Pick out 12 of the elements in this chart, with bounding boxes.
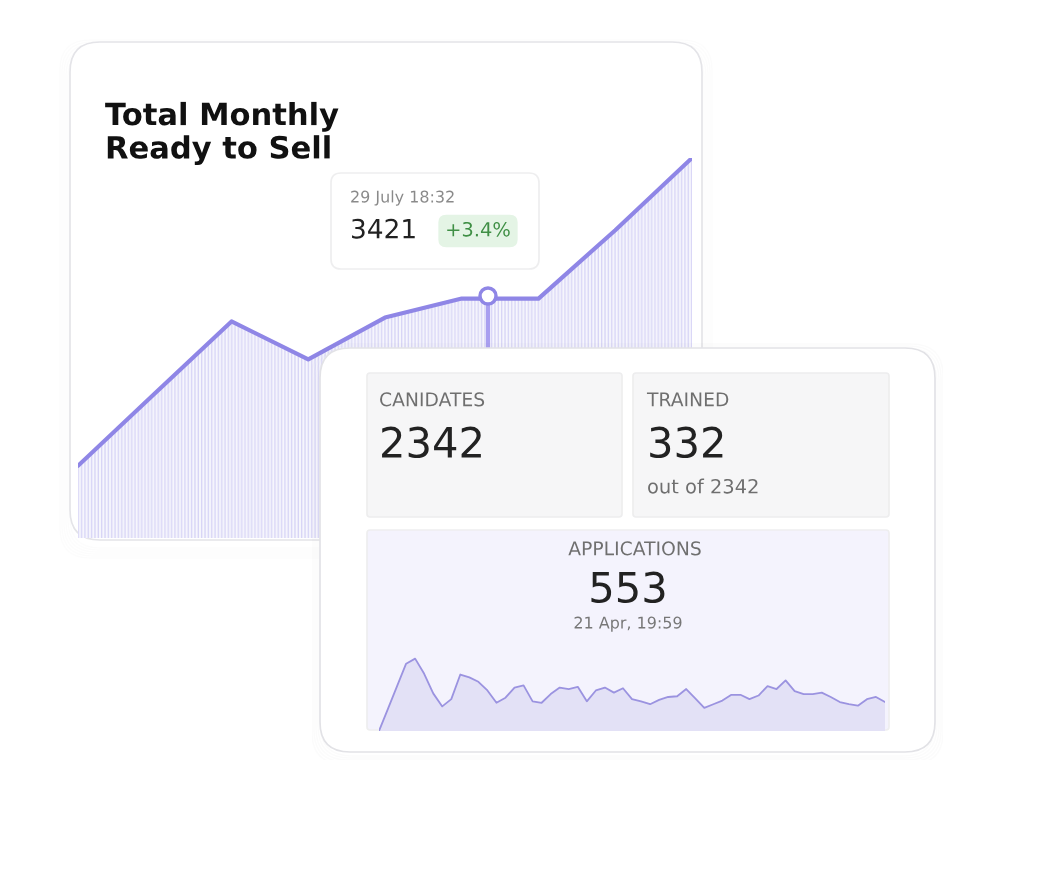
text: 21 Apr, 19:59 bbox=[574, 616, 682, 632]
annotation: 332 bbox=[650, 426, 723, 459]
annotation: 29 July 18:32 bbox=[351, 190, 454, 206]
chart-subtitle: 553 bbox=[591, 571, 665, 604]
annotation: TRAINED bbox=[646, 392, 729, 407]
chart-title: APPLICATIONS bbox=[568, 541, 701, 556]
annotation: CANIDATES bbox=[380, 392, 485, 407]
annotation: out of 2342 bbox=[648, 478, 758, 494]
annotation: +3.4% bbox=[447, 221, 510, 237]
annotation: 2342 bbox=[382, 426, 481, 459]
annotation: 3421 bbox=[352, 218, 415, 239]
chart-title: Total Monthly Ready to Sell bbox=[105, 101, 339, 165]
